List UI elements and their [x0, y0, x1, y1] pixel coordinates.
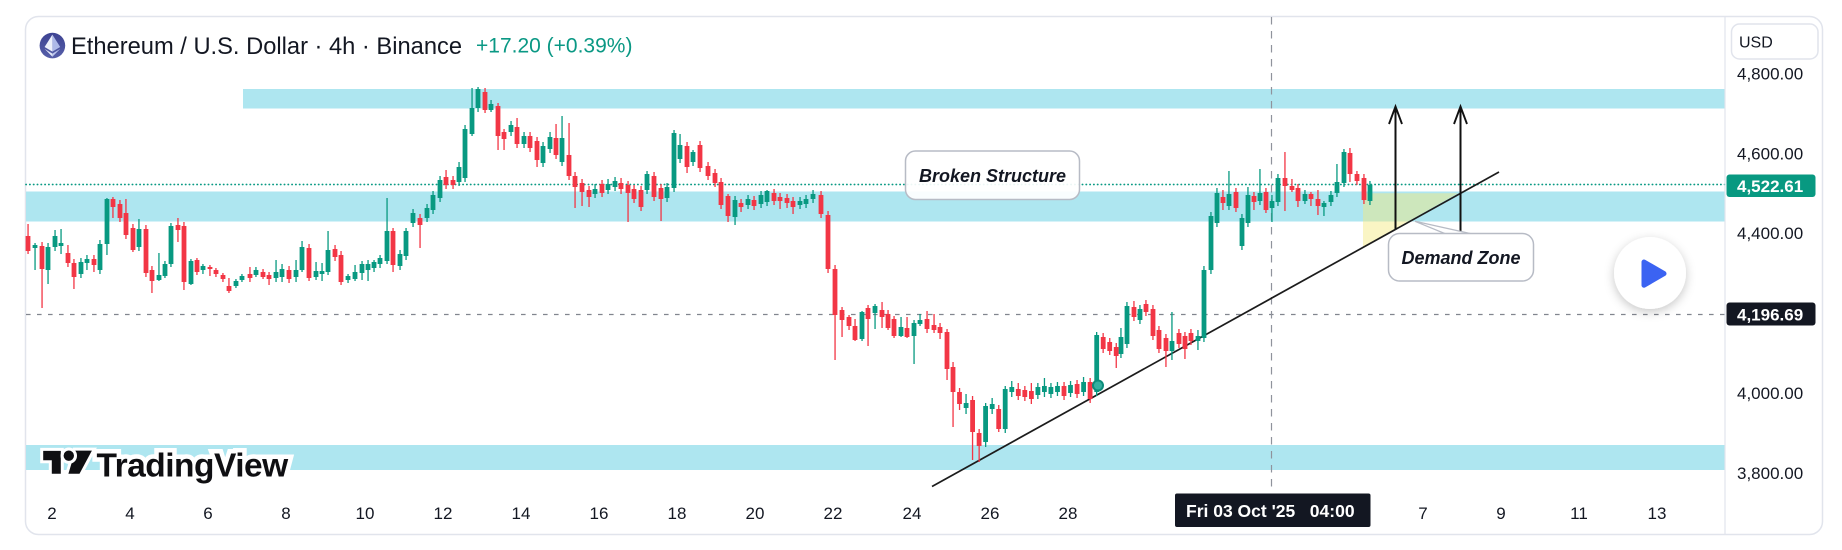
- svg-text:20: 20: [746, 504, 765, 523]
- svg-text:28: 28: [1059, 504, 1078, 523]
- svg-text:26: 26: [981, 504, 1000, 523]
- svg-text:Demand Zone: Demand Zone: [1401, 248, 1520, 268]
- svg-text:12: 12: [434, 504, 453, 523]
- svg-text:Ethereum / U.S. Dollar · 4h ·: Ethereum / U.S. Dollar · 4h · Binance: [71, 34, 462, 60]
- svg-text:USD: USD: [1739, 35, 1773, 52]
- svg-text:8: 8: [281, 504, 290, 523]
- svg-text:4,196.69: 4,196.69: [1737, 306, 1803, 325]
- svg-text:4,600.00: 4,600.00: [1737, 145, 1803, 164]
- svg-text:4: 4: [125, 504, 134, 523]
- svg-text:3,800.00: 3,800.00: [1737, 464, 1803, 483]
- svg-text:4,522.61: 4,522.61: [1737, 177, 1803, 196]
- svg-text:7: 7: [1418, 504, 1427, 523]
- svg-text:4,800.00: 4,800.00: [1737, 64, 1803, 83]
- svg-text:10: 10: [356, 504, 375, 523]
- svg-text:14: 14: [512, 504, 531, 523]
- svg-text:2: 2: [47, 504, 56, 523]
- svg-text:24: 24: [903, 504, 922, 523]
- svg-text:4,400.00: 4,400.00: [1737, 224, 1803, 243]
- svg-text:4,000.00: 4,000.00: [1737, 384, 1803, 403]
- svg-text:18: 18: [668, 504, 687, 523]
- svg-text:Broken Structure: Broken Structure: [919, 166, 1066, 186]
- svg-text:TradingView: TradingView: [97, 448, 290, 485]
- svg-text:11: 11: [1570, 504, 1588, 523]
- svg-text:6: 6: [203, 504, 212, 523]
- svg-text:16: 16: [590, 504, 609, 523]
- svg-text:Fri 03 Oct '25 04:00: Fri 03 Oct '25 04:00: [1186, 501, 1355, 521]
- svg-text:22: 22: [824, 504, 843, 523]
- svg-text:13: 13: [1648, 504, 1667, 523]
- svg-text:9: 9: [1496, 504, 1505, 523]
- svg-text:+17.20 (+0.39%): +17.20 (+0.39%): [476, 35, 632, 58]
